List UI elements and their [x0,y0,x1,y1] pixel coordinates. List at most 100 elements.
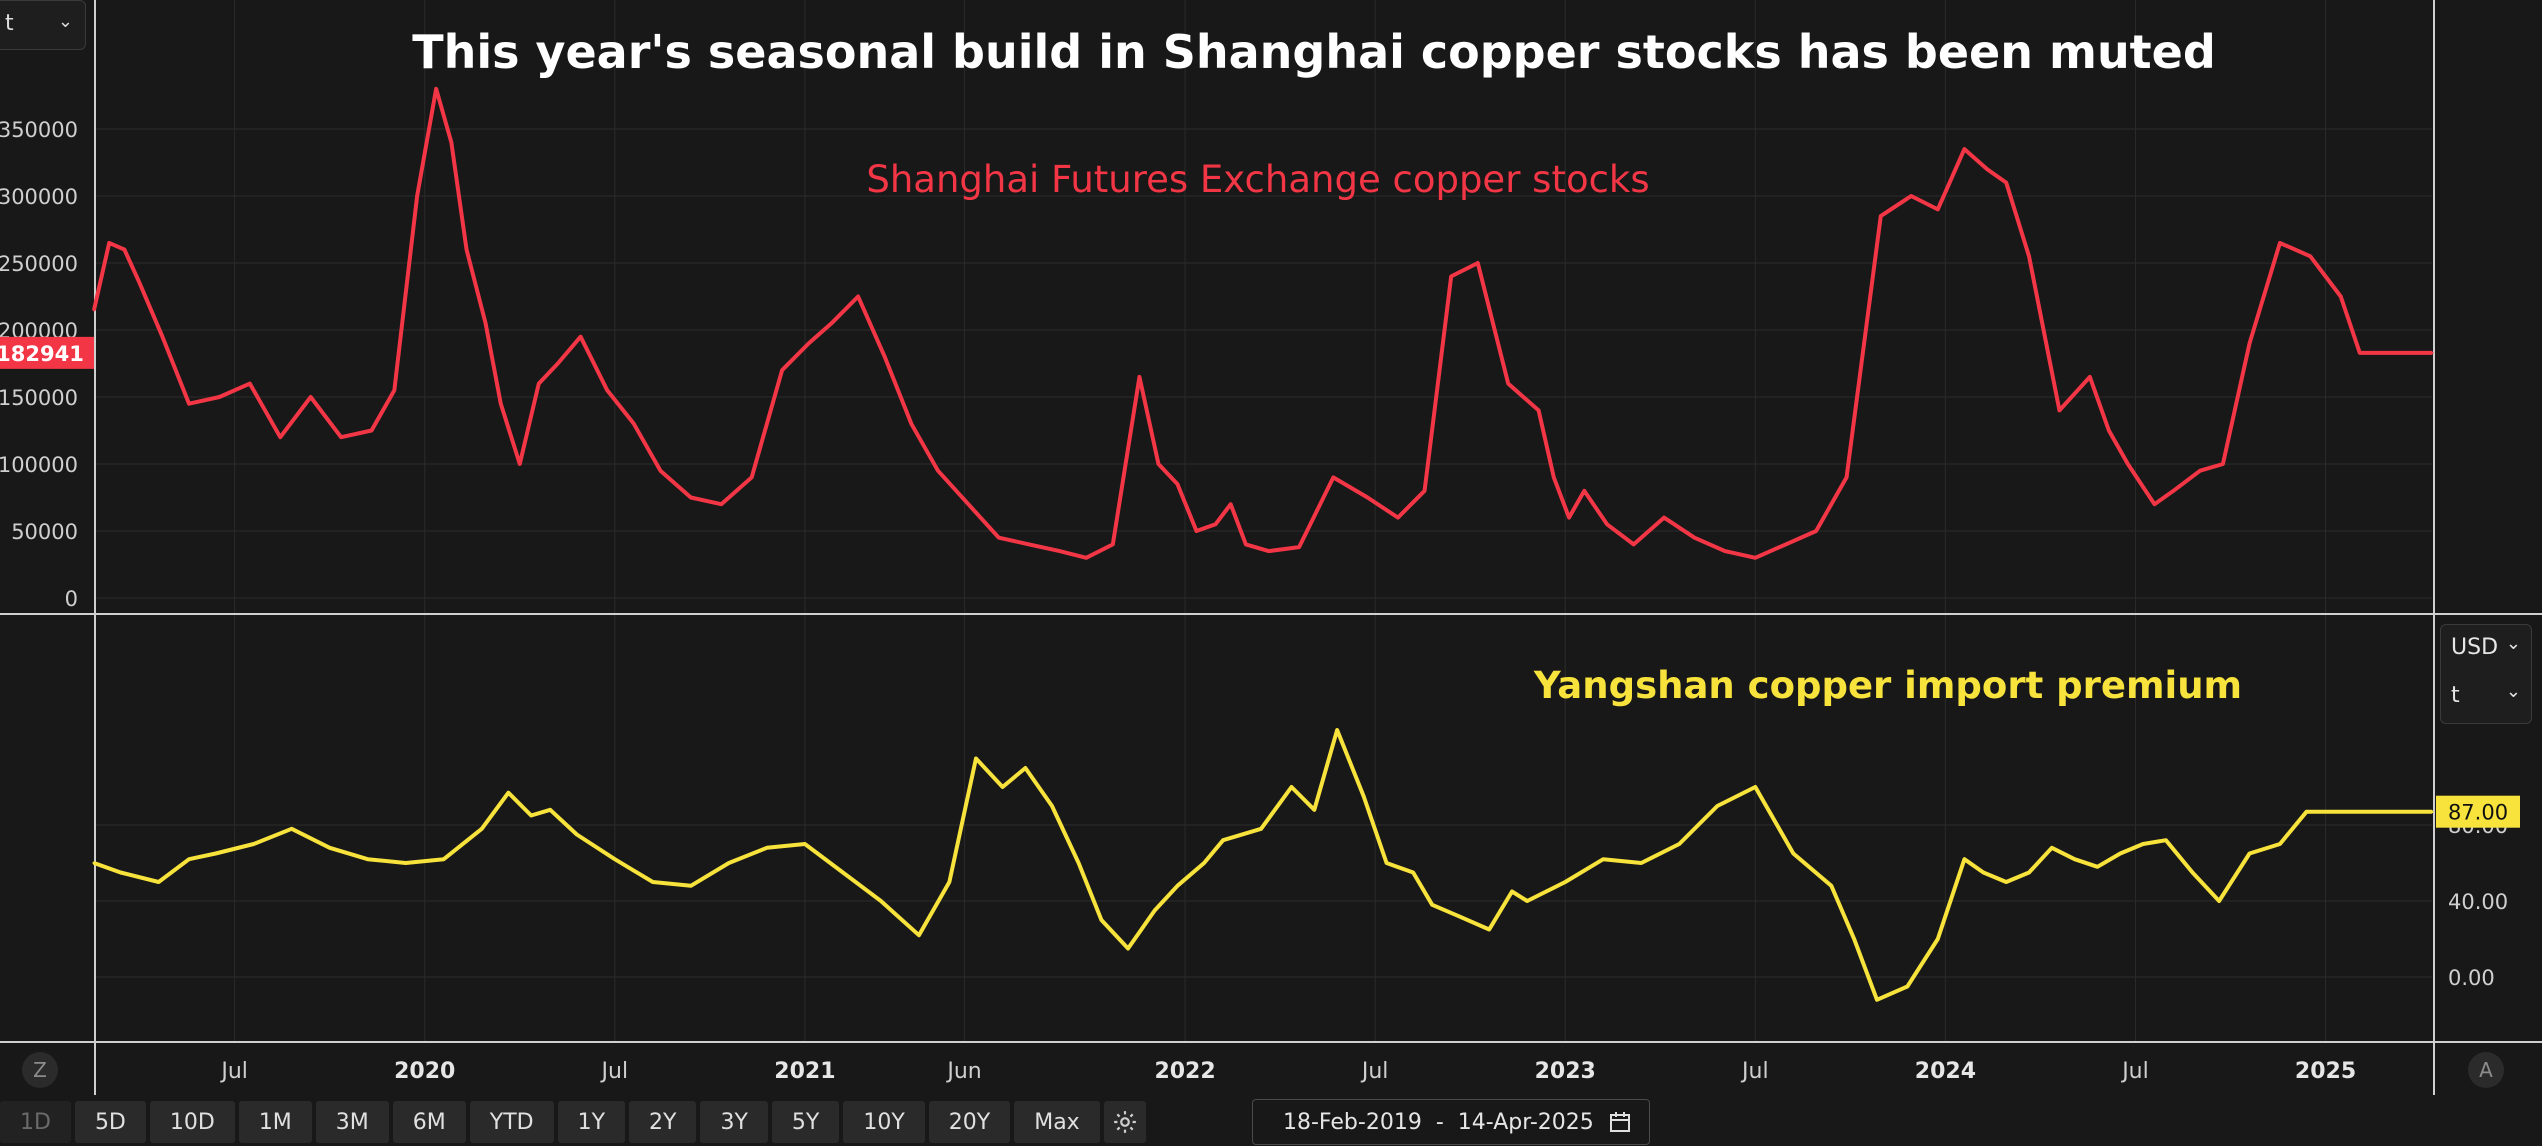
range-button-20y[interactable]: 20Y [928,1101,1011,1143]
range-button-2y[interactable]: 2Y [629,1101,697,1143]
x-tick-label: 2024 [1915,1059,1976,1084]
data-point [1875,998,1879,1002]
range-button-3m[interactable]: 3M [315,1101,389,1143]
data-point [2221,462,2225,466]
data-point [2190,871,2194,874]
auto-scale-button[interactable]: A [2468,1052,2504,1088]
unit-select-top[interactable]: t ⌄ [0,0,86,50]
settings-button[interactable] [1103,1101,1146,1143]
y-tick-label: 150000 [0,386,78,410]
data-point [2073,857,2077,861]
data-point [1297,545,1301,549]
data-point [2217,899,2221,903]
y-tick-label: 0 [65,587,78,611]
data-point [1525,899,1529,903]
data-point [605,388,609,392]
data-point [2324,810,2328,814]
data-point [1396,516,1400,520]
data-point [1202,861,1206,865]
data-point [1099,918,1103,922]
x-tick-label: Jul [1360,1059,1389,1084]
data-point [651,880,655,884]
data-point [480,827,484,831]
data-point [1084,556,1088,560]
data-point [392,388,396,392]
data-point [1605,522,1609,526]
data-point [841,871,845,874]
x-tick-label: 2021 [774,1059,835,1084]
range-button-1y[interactable]: 1Y [557,1101,626,1143]
currency-select[interactable]: USD [2451,635,2499,660]
data-point [187,857,191,861]
data-point [1175,884,1179,888]
currency-unit-panel[interactable]: USD ⌄ t ⌄ [2440,624,2532,724]
data-point [2248,852,2252,855]
data-point [1423,489,1427,493]
y-tick-label: 100000 [0,453,78,477]
data-point [575,833,579,836]
data-point [803,842,807,846]
data-point [1544,890,1548,893]
data-point [2384,351,2388,355]
range-button-10y[interactable]: 10Y [843,1101,925,1143]
data-point [2278,241,2282,245]
data-point [974,757,978,760]
data-point [339,435,343,439]
range-button-6m[interactable]: 6M [392,1101,466,1143]
data-point [1430,903,1434,907]
data-point [1153,909,1157,912]
data-point [658,469,662,473]
range-button-1d[interactable]: 1D [0,1101,71,1143]
data-point [248,382,252,386]
range-button-ytd[interactable]: YTD [469,1101,554,1143]
unit-select-side[interactable]: t [2451,683,2460,708]
data-point [442,857,446,861]
data-point [1335,728,1339,732]
data-point [92,308,96,312]
series-annotation-stocks: Shanghai Futures Exchange copper stocks [866,158,1649,201]
data-point [883,355,887,359]
data-point [1567,516,1571,520]
data-point [2343,810,2347,814]
range-toolbar: 1D 5D 10D 1M 3M 6M YTD 1Y 2Y 3Y 5Y 10Y 2… [0,1101,1146,1143]
series-annotation-premium: Yangshan copper import premium [1533,664,2242,707]
data-point [1909,194,1913,198]
date-range-picker[interactable]: 18-Feb-2019 - 14-Apr-2025 [1252,1099,1650,1145]
range-button-1m[interactable]: 1M [238,1101,312,1143]
range-button-5y[interactable]: 5Y [771,1101,840,1143]
date-to: 14-Apr-2025 [1457,1109,1594,1135]
data-point [2358,351,2362,355]
zoom-reset-button[interactable]: Z [22,1052,58,1088]
data-point [1111,542,1115,546]
y-tick-label: 50000 [11,520,78,544]
data-point [1791,852,1795,855]
data-point [2430,810,2434,814]
data-point [1753,556,1757,560]
data-point [1229,502,1233,506]
data-point [415,194,419,198]
data-point [1194,529,1198,533]
data-point [1753,785,1757,789]
data-point [2415,810,2419,814]
data-point [1290,785,1294,789]
range-button-10d[interactable]: 10D [149,1101,235,1143]
data-point [1175,482,1179,486]
data-point [917,933,921,937]
data-point [1457,914,1461,918]
data-point [2057,408,2061,412]
data-point [579,335,583,339]
data-point [1126,947,1130,950]
data-point [1981,871,1985,874]
last-value-badge [0,336,94,369]
y-tick-label: 0.00 [2448,966,2495,990]
data-point [1156,462,1160,466]
data-point [404,861,408,865]
range-button-max[interactable]: Max [1014,1101,1100,1143]
data-point [1814,529,1818,533]
data-point [1639,861,1643,865]
grid-lines [0,0,2542,1095]
range-button-5d[interactable]: 5D [74,1101,146,1143]
range-button-3y[interactable]: 3Y [700,1101,768,1143]
data-point [1829,884,1833,888]
data-point [1221,838,1225,842]
